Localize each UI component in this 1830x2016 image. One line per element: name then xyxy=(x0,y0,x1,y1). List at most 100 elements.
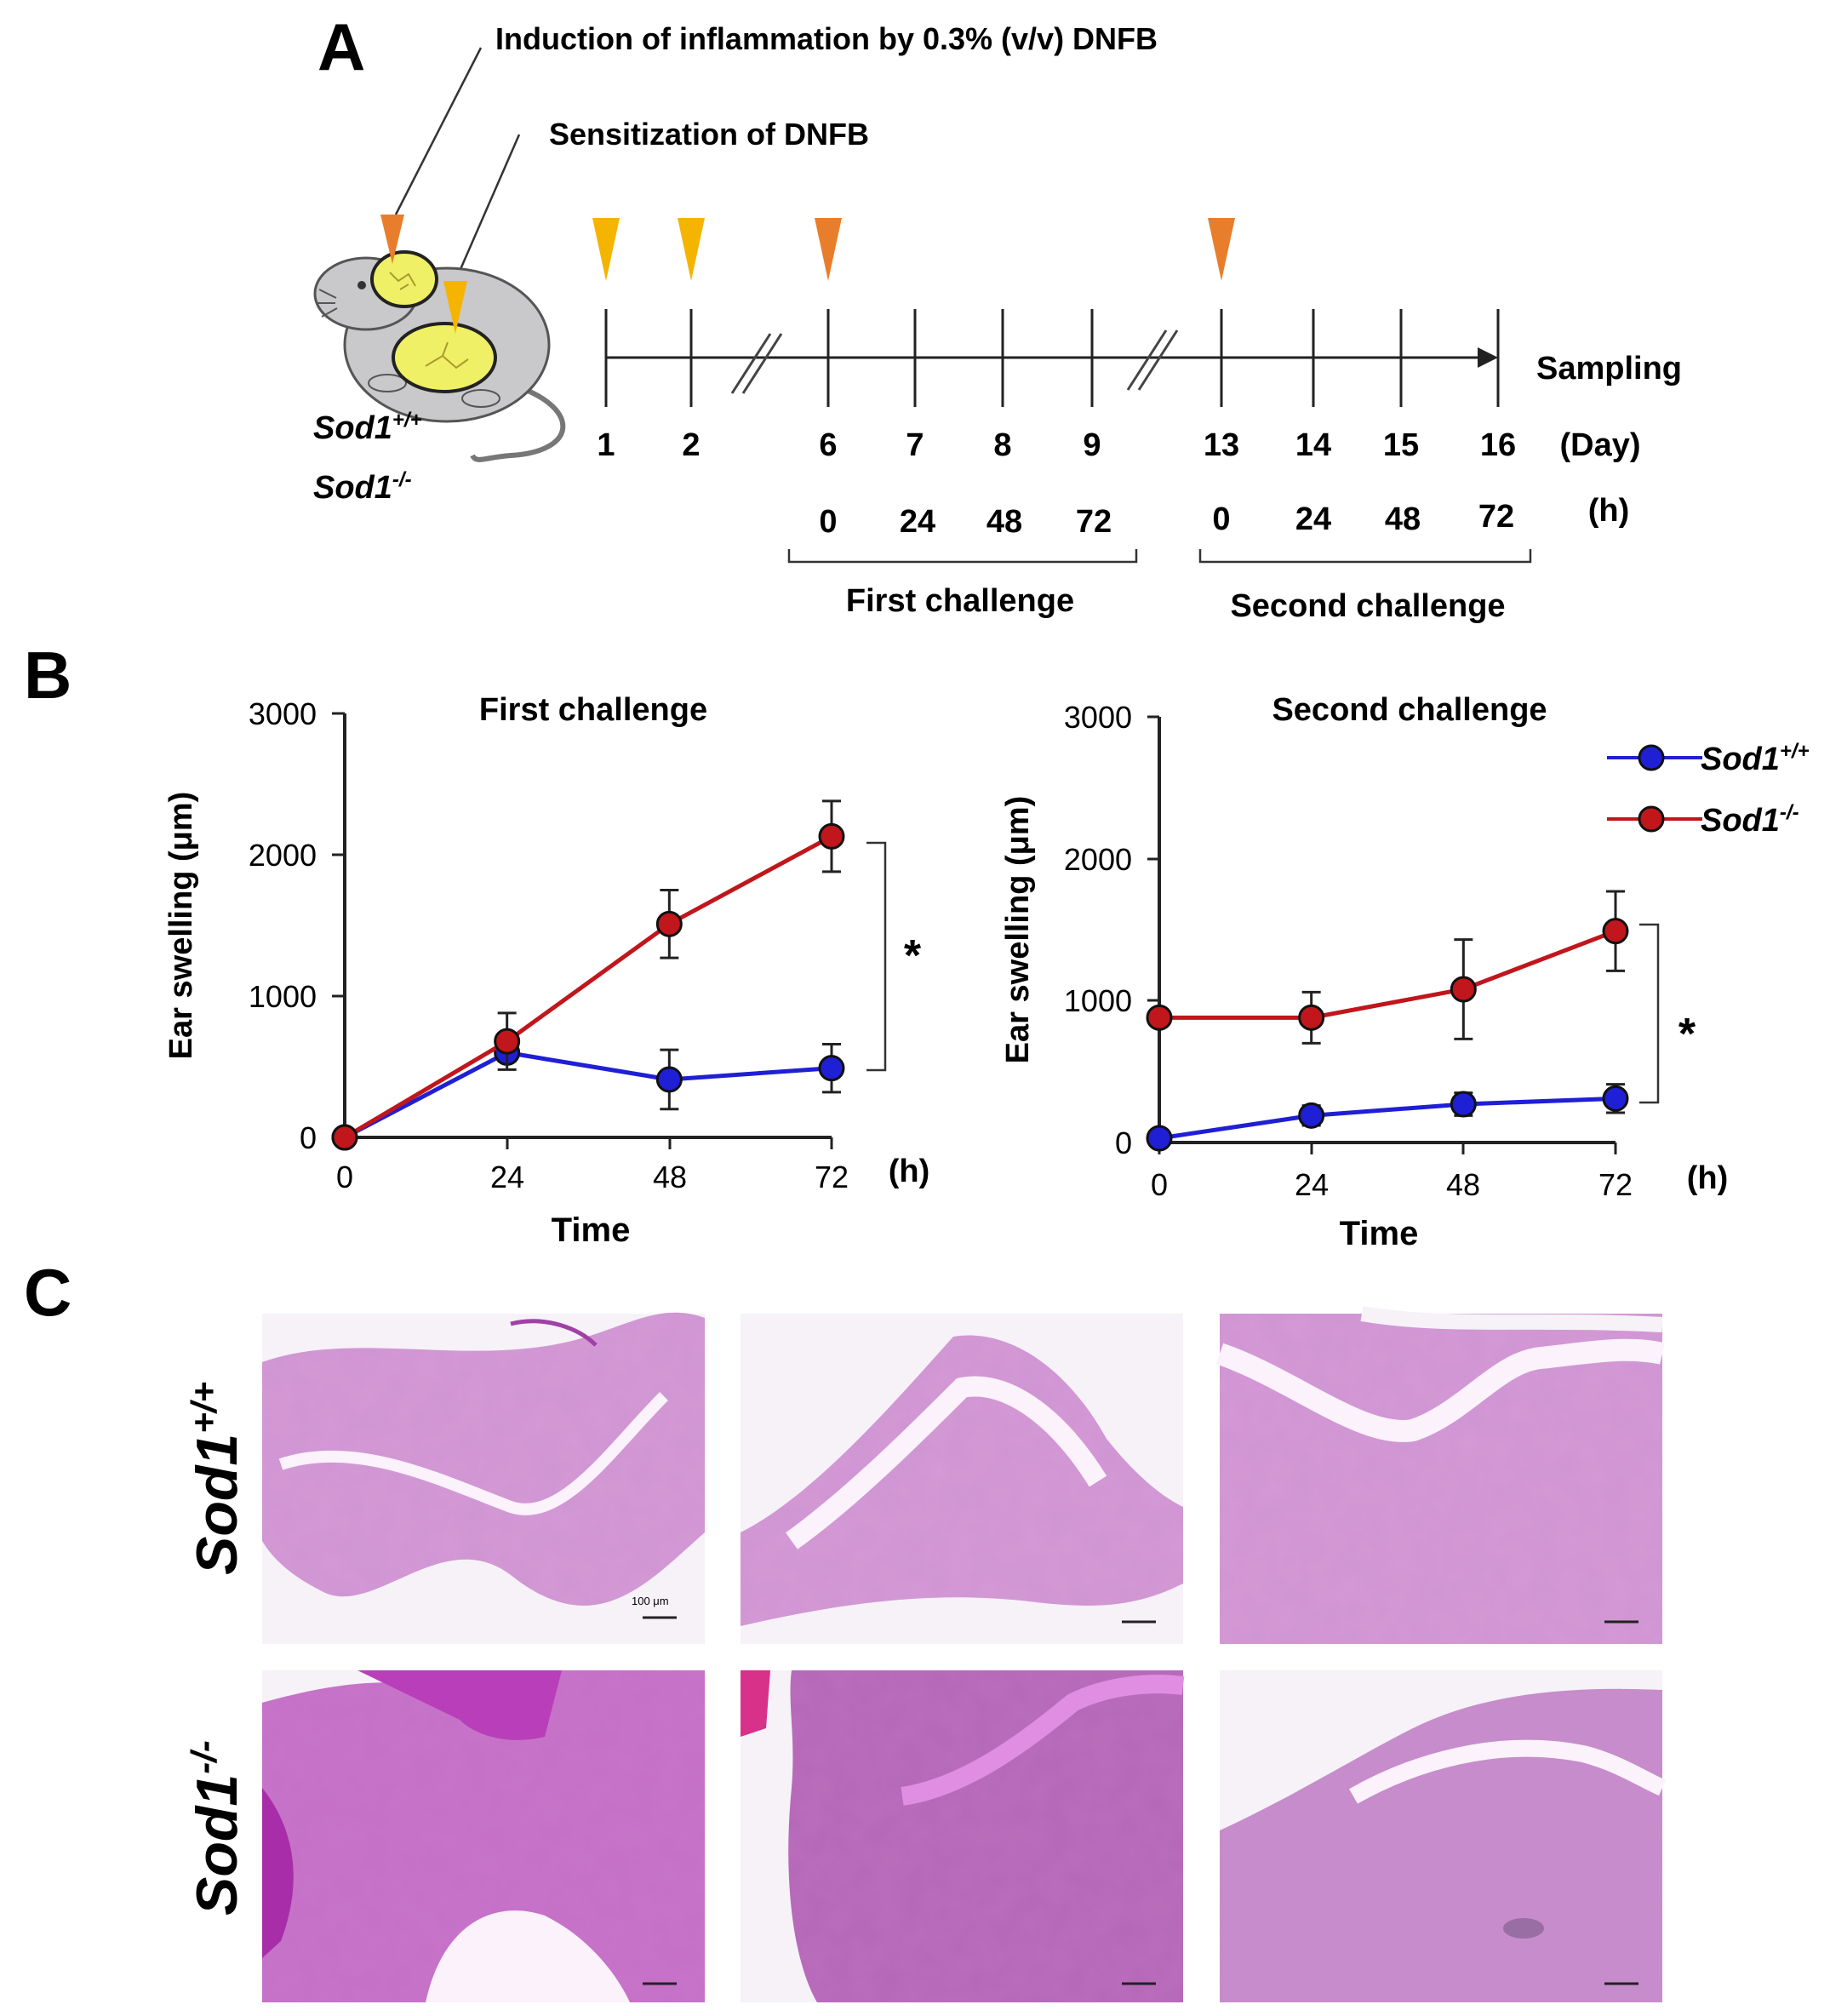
row-label-ko: Sod1-/- xyxy=(184,1740,249,1916)
x-tick-label: 72 xyxy=(815,1160,849,1194)
y-tick-label: 1000 xyxy=(249,979,317,1014)
panel-b-label: B xyxy=(24,638,71,713)
x-unit-label: (h) xyxy=(1687,1160,1729,1196)
data-point xyxy=(1602,918,1629,945)
day-label: 8 xyxy=(993,427,1011,463)
panel-a: A Induction of inflammation by 0.3% (v/v… xyxy=(313,9,1682,624)
y-tick-label: 2000 xyxy=(249,838,317,873)
scale-bar-label: 100 μm xyxy=(632,1595,669,1607)
hour-label: 24 xyxy=(900,504,935,540)
x-tick-label: 48 xyxy=(1446,1167,1480,1202)
series-line xyxy=(1158,1096,1616,1141)
mouse-label-wt: Sod1+/+ xyxy=(313,409,422,446)
data-point xyxy=(1146,1004,1173,1031)
series-line xyxy=(343,834,833,1140)
panel-c: C Sod1+/+ Sod1-/- 100 μm xyxy=(24,1255,1667,2002)
significance-bracket xyxy=(1639,923,1660,1104)
hour-label: 24 xyxy=(1295,501,1331,537)
timeline-break xyxy=(730,333,772,394)
panel-a-label: A xyxy=(317,9,365,84)
day-label: 1 xyxy=(597,427,615,463)
annotation-sensitization: Sensitization of DNFB xyxy=(549,117,869,152)
significance-marker: * xyxy=(1678,1010,1696,1059)
mouse-tail xyxy=(470,385,566,462)
hour-unit: (h) xyxy=(1588,493,1630,529)
row-label-wt: Sod1+/+ xyxy=(184,1382,249,1575)
histology-image xyxy=(741,1314,1183,1644)
hour-label: 0 xyxy=(1212,501,1230,537)
y-axis-label: Ear swelling (μm) xyxy=(163,792,199,1060)
sensitization-day1-marker xyxy=(592,218,620,281)
histology-image xyxy=(262,1670,705,2002)
day-label: 6 xyxy=(819,427,837,463)
y-tick-label: 2000 xyxy=(1064,842,1132,877)
x-tick-label: 48 xyxy=(653,1160,687,1194)
induction-pointer xyxy=(394,47,483,215)
x-unit-label: (h) xyxy=(889,1154,930,1189)
series-line xyxy=(1159,929,1616,1020)
day-label: 15 xyxy=(1383,427,1419,463)
y-tick-label: 3000 xyxy=(1064,700,1132,735)
chart-title: First challenge xyxy=(479,692,707,728)
mouse-whisker xyxy=(318,289,337,299)
x-axis-label: Time xyxy=(552,1211,631,1249)
x-tick-label: 0 xyxy=(336,1160,353,1194)
mouse-foot xyxy=(368,374,407,392)
day-label: 7 xyxy=(906,427,924,463)
sensitization-day2-marker xyxy=(678,218,705,281)
data-point xyxy=(1298,1004,1325,1031)
significance-bracket xyxy=(866,841,887,1072)
first-challenge-label: First challenge xyxy=(846,583,1074,619)
sensitization-pointer xyxy=(454,134,521,282)
day-label: 9 xyxy=(1083,427,1101,463)
day-label: 14 xyxy=(1295,427,1331,463)
x-axis-label: Time xyxy=(1340,1215,1419,1252)
histology-image xyxy=(741,1670,1185,2002)
histology-image: 100 μm xyxy=(262,1312,705,1644)
x-tick-label: 24 xyxy=(1295,1167,1329,1202)
y-tick-label: 0 xyxy=(300,1120,317,1155)
challenge-day6-marker xyxy=(815,218,842,281)
mouse-label-ko: Sod1-/- xyxy=(313,468,412,506)
histology-image xyxy=(1215,1306,1665,1644)
legend-marker xyxy=(1638,805,1665,833)
hour-label: 0 xyxy=(819,504,837,540)
histology-image xyxy=(1220,1670,1667,2002)
hour-label: 72 xyxy=(1478,499,1514,535)
timeline-break xyxy=(1126,329,1168,391)
hour-label: 48 xyxy=(986,504,1022,540)
legend-label: Sod1-/- xyxy=(1701,801,1799,839)
data-point xyxy=(1450,976,1477,1003)
x-tick-label: 24 xyxy=(490,1160,524,1194)
x-tick-label: 72 xyxy=(1598,1167,1633,1202)
data-point xyxy=(1298,1102,1325,1129)
day-label: 13 xyxy=(1204,427,1239,463)
y-tick-label: 0 xyxy=(1115,1125,1132,1160)
data-point xyxy=(494,1028,521,1055)
sensitization-marker-icon xyxy=(443,281,467,334)
data-point xyxy=(818,822,845,850)
second-challenge-bracket xyxy=(1198,549,1532,564)
y-tick-label: 1000 xyxy=(1064,983,1132,1018)
mouse-eye xyxy=(357,281,366,289)
legend-item-wt: Sod1+/+ xyxy=(1607,740,1810,777)
panel-b: B First challenge Ear swelling (μm) Time… xyxy=(24,638,1810,1252)
second-challenge-label: Second challenge xyxy=(1230,588,1505,624)
timeline-arrowhead xyxy=(1478,347,1498,368)
first-challenge-bracket xyxy=(787,549,1138,564)
data-point xyxy=(1450,1091,1477,1118)
data-point xyxy=(655,1066,683,1093)
day-label: 16 xyxy=(1480,427,1516,463)
day-label: 2 xyxy=(682,427,700,463)
series-layer xyxy=(1146,890,1629,1152)
induction-marker-icon xyxy=(380,215,404,264)
panel-c-label: C xyxy=(24,1255,71,1330)
data-point xyxy=(1602,1085,1629,1112)
data-point xyxy=(1146,1125,1173,1152)
mouse-foot xyxy=(461,389,500,408)
back-vessels xyxy=(425,341,469,369)
ear-sensitization-site xyxy=(370,250,438,308)
data-point xyxy=(331,1124,358,1151)
sampling-label: Sampling xyxy=(1536,351,1682,387)
